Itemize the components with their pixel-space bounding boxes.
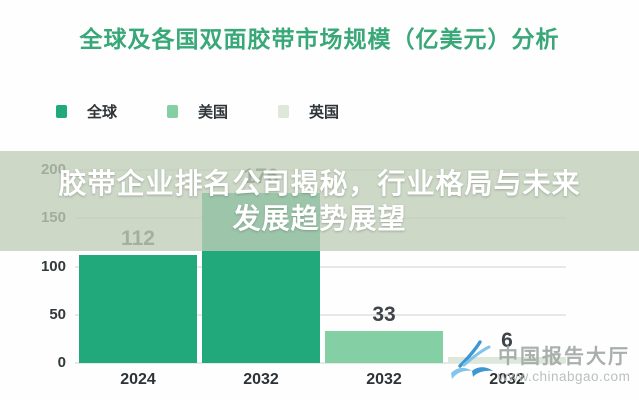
watermark-text: 中国报告大厅 www.chinabgao.com <box>498 340 630 384</box>
watermark-brand: 中国报告大厅 <box>498 346 630 368</box>
headline-banner: 胶带企业排名公司揭秘，行业格局与未来 发展趋势展望 <box>0 151 639 251</box>
gridline-100 <box>75 265 566 268</box>
headline-line-1: 胶带企业排名公司揭秘，行业格局与未来 <box>58 168 581 199</box>
legend-item-usa: 美国 <box>167 101 228 122</box>
bar-value-label: 33 <box>372 303 396 326</box>
bar-英国-2032 <box>448 357 566 363</box>
bar-全球-2024 <box>79 255 197 363</box>
y-axis-tick-100: 100 <box>40 257 66 275</box>
legend-swatch-uk <box>278 105 290 118</box>
x-axis-label-0: 2024 <box>120 371 156 388</box>
y-axis-tick-0: 0 <box>57 354 66 371</box>
bar-value-label: 6 <box>501 329 513 352</box>
chart-title: 全球及各国双面胶带市场规模（亿美元）分析 <box>79 26 560 52</box>
y-axis-tick-50: 50 <box>49 305 66 323</box>
watermark-url: www.chinabgao.com <box>498 369 631 384</box>
legend-label-usa: 美国 <box>198 104 229 121</box>
gridline-0 <box>75 362 566 364</box>
legend-label-global: 全球 <box>87 104 118 121</box>
legend-swatch-global <box>56 105 67 118</box>
legend-swatch-usa <box>167 105 179 118</box>
chinabgao-logo-icon <box>451 340 493 379</box>
legend-item-uk: 英国 <box>278 101 339 122</box>
legend-item-global: 全球 <box>56 101 117 122</box>
gridline-50 <box>75 313 566 316</box>
watermark: 中国报告大厅 www.chinabgao.com <box>449 340 639 386</box>
bar-美国-2032 <box>325 331 443 363</box>
headline-line-2: 发展趋势展望 <box>232 203 407 234</box>
x-axis-label-2: 2032 <box>366 371 402 388</box>
chart-legend: 全球 美国 英国 <box>56 101 339 122</box>
x-axis-label-1: 2032 <box>243 371 279 388</box>
legend-label-uk: 英国 <box>309 104 340 121</box>
x-axis-label-3: 2032 <box>489 371 525 388</box>
